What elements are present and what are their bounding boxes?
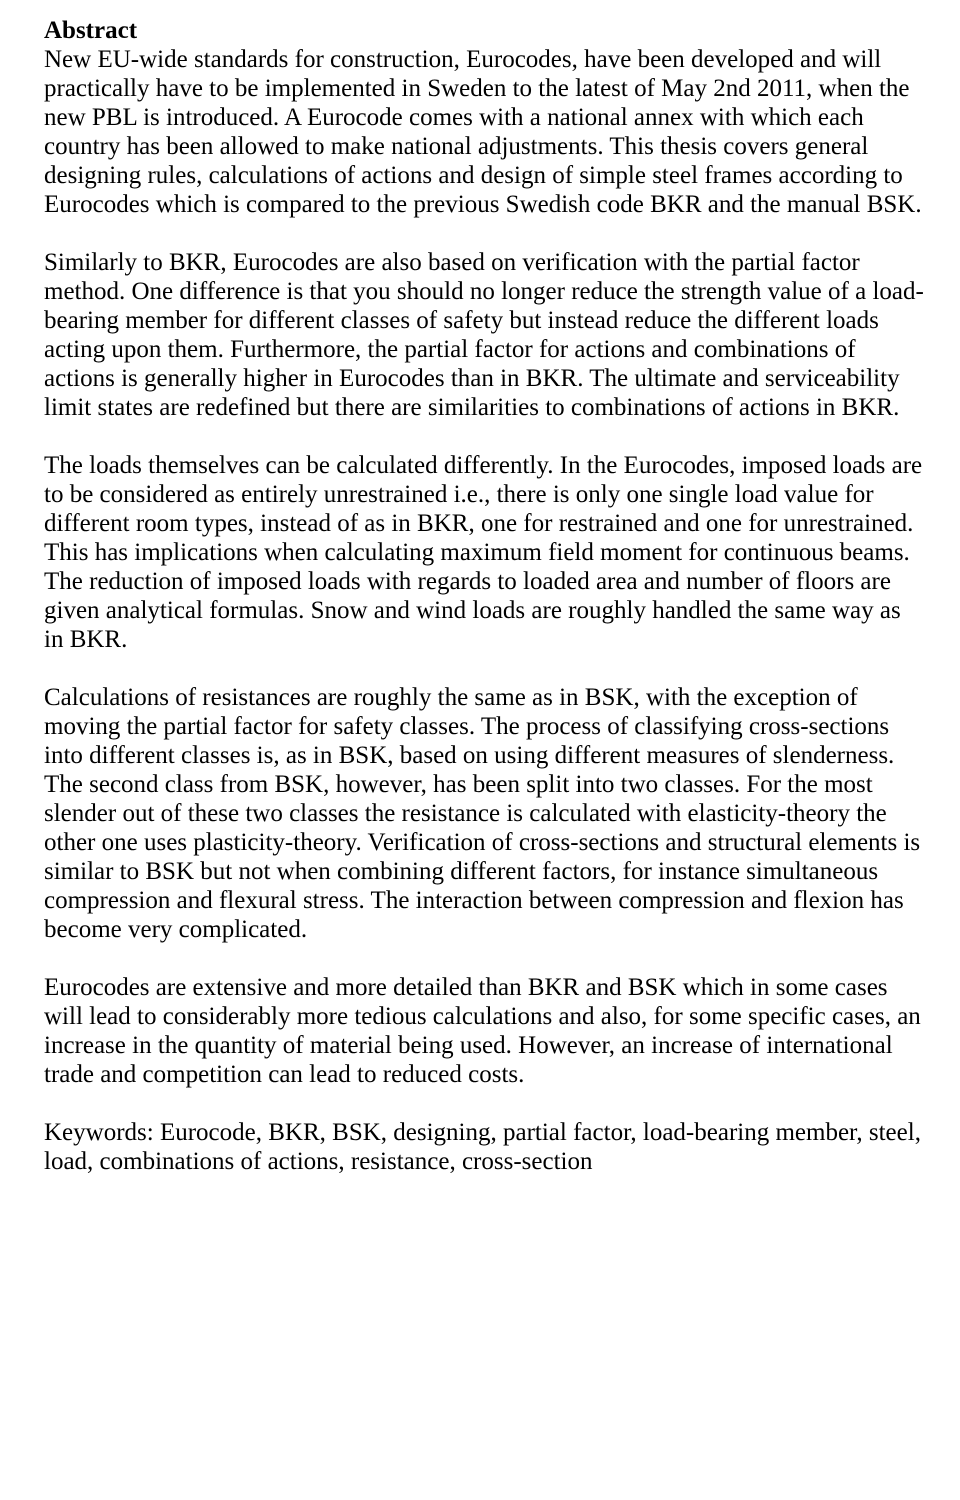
abstract-paragraph-5: Eurocodes are extensive and more detaile… bbox=[44, 973, 924, 1089]
abstract-paragraph-4: Calculations of resistances are roughly … bbox=[44, 683, 924, 944]
abstract-paragraph-2: Similarly to BKR, Eurocodes are also bas… bbox=[44, 248, 924, 422]
document-page: Abstract New EU-wide standards for const… bbox=[0, 0, 960, 1500]
abstract-heading: Abstract bbox=[44, 16, 924, 45]
abstract-paragraph-3: The loads themselves can be calculated d… bbox=[44, 451, 924, 654]
keywords-paragraph: Keywords: Eurocode, BKR, BSK, designing,… bbox=[44, 1118, 924, 1176]
abstract-paragraph-1: New EU-wide standards for construction, … bbox=[44, 45, 924, 219]
